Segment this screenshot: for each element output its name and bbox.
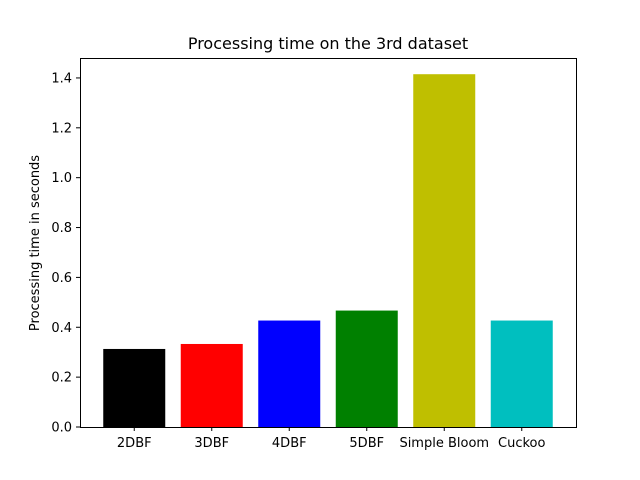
chart-title: Processing time on the 3rd dataset: [188, 34, 468, 53]
plot-frame: [80, 58, 577, 428]
y-tick-label: 0.8: [51, 221, 72, 236]
x-tick-label: 5DBF: [349, 436, 384, 451]
x-axis: 2DBF 3DBF 4DBF 5DBF Simple Bloom Cuckoo: [117, 427, 546, 451]
bar-5dbf: [335, 310, 398, 427]
bar-cuckoo: [490, 320, 553, 427]
bars-group: [103, 74, 553, 427]
y-tick-label: 0.6: [51, 271, 72, 286]
y-axis: 0.0 0.2 0.4 0.6 0.8 1.0 1.2 1.4: [51, 71, 80, 436]
y-tick-label: 1.0: [51, 171, 72, 186]
y-tick-label: 0.0: [51, 421, 72, 436]
bar-3dbf: [180, 343, 243, 427]
y-tick-label: 0.2: [51, 371, 72, 386]
x-tick-label: Cuckoo: [498, 436, 545, 451]
y-axis-label: Processing time in seconds: [28, 155, 43, 331]
y-tick-label: 1.4: [51, 71, 72, 86]
x-tick-label: 4DBF: [272, 436, 307, 451]
x-tick-label: 2DBF: [117, 436, 152, 451]
x-tick-label: Simple Bloom: [399, 436, 489, 451]
bar-4dbf: [258, 320, 321, 427]
y-tick-label: 1.2: [51, 121, 72, 136]
y-tick-label: 0.4: [51, 321, 72, 336]
bar-simple-bloom: [413, 74, 476, 427]
x-tick-label: 3DBF: [194, 436, 229, 451]
bar-2dbf: [103, 348, 166, 427]
